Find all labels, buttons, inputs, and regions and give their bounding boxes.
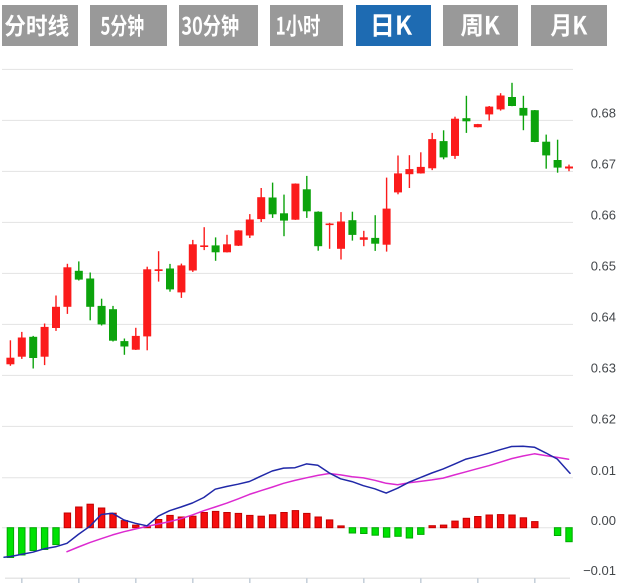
svg-text:0.63: 0.63 — [591, 361, 616, 376]
svg-text:0.68: 0.68 — [591, 106, 616, 121]
svg-text:0.67: 0.67 — [591, 157, 616, 172]
svg-text:0.66: 0.66 — [591, 208, 616, 223]
svg-text:−0.01: −0.01 — [583, 563, 616, 578]
svg-text:0.65: 0.65 — [591, 259, 616, 274]
svg-text:0.00: 0.00 — [591, 513, 616, 528]
svg-text:0.62: 0.62 — [591, 412, 616, 427]
svg-text:0.01: 0.01 — [591, 463, 616, 478]
svg-text:0.64: 0.64 — [591, 310, 616, 325]
